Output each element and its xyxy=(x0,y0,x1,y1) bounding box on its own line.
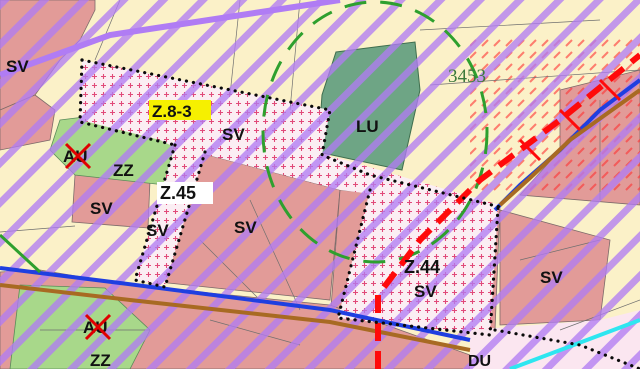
label-zz-1: ZZ xyxy=(113,161,134,180)
label-sv-nw: SV xyxy=(6,57,29,76)
green-border-line xyxy=(0,233,42,274)
label-sv-z45: SV xyxy=(146,221,169,240)
label-zone-z-8-3: Z.8-3 xyxy=(152,102,192,121)
label-du: DU xyxy=(468,353,491,369)
label-sv-w: SV xyxy=(90,199,113,218)
label-sv-z44: SV xyxy=(414,282,437,301)
protection-zone-boundary xyxy=(261,0,489,264)
label-zz-2: ZZ xyxy=(90,351,111,369)
zone-boundaries xyxy=(78,58,640,369)
railway-ties xyxy=(518,78,622,162)
label-lu: LU xyxy=(356,117,379,136)
z83-highlight xyxy=(149,100,211,120)
railway-line xyxy=(375,52,640,369)
label-zone-z-44: Z.44 xyxy=(404,257,440,277)
road-line xyxy=(0,88,640,352)
label-sv-e: SV xyxy=(540,268,563,287)
label-zone-z-45: Z.45 xyxy=(160,183,196,203)
map-labels: SV Z.8-3 SV LU 3453 AU ZZ SV Z.45 SV SV … xyxy=(6,57,563,369)
label-parcel-3453: 3453 xyxy=(448,66,486,87)
z45-label-bg xyxy=(157,182,213,204)
canal-line xyxy=(509,318,640,369)
label-sv-z83: SV xyxy=(222,125,245,144)
au-1-cross xyxy=(64,142,92,170)
district-boundary-line xyxy=(0,0,341,78)
label-sv-center: SV xyxy=(234,218,257,237)
au-2-cross xyxy=(84,313,112,341)
